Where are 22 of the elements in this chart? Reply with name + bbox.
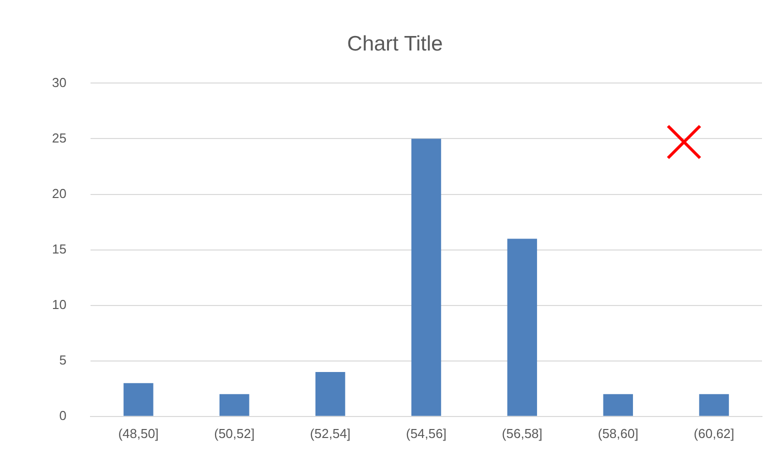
y-tick-label: 5 xyxy=(59,352,66,368)
bar xyxy=(124,383,154,416)
x-tick-label: (52,54] xyxy=(310,426,351,441)
x-tick-label: (58,60] xyxy=(598,426,638,441)
bar xyxy=(699,394,729,416)
x-tick-label: (48,50] xyxy=(118,426,159,441)
bar xyxy=(411,138,442,416)
bar xyxy=(219,394,250,416)
x-tick-label: (56,58] xyxy=(502,426,542,441)
x-tick-label: (60,62] xyxy=(694,426,734,441)
bar xyxy=(315,372,346,416)
y-tick-label: 10 xyxy=(52,296,66,312)
bar xyxy=(507,238,538,416)
y-tick-label: 25 xyxy=(52,130,66,146)
x-tick-label: (50,52] xyxy=(214,426,255,441)
y-tick-label: 30 xyxy=(52,74,66,90)
bar xyxy=(603,394,633,416)
y-tick-label: 20 xyxy=(52,186,66,201)
chart-title: Chart Title xyxy=(347,32,443,56)
x-tick-label: (54,56] xyxy=(406,426,446,441)
y-tick-label: 15 xyxy=(52,241,66,256)
y-tick-label: 0 xyxy=(59,408,66,423)
